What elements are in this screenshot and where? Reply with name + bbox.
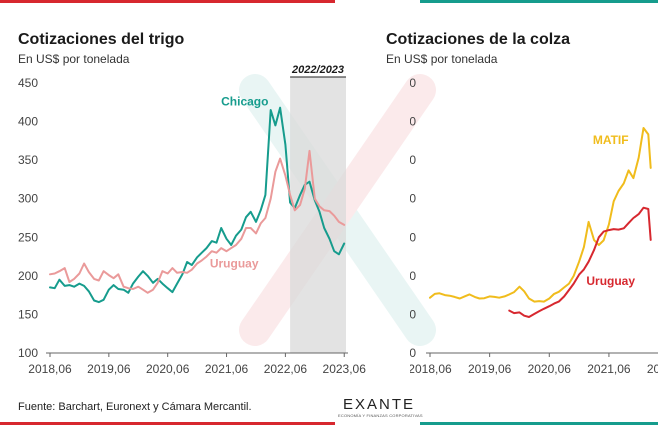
bottom-accent-red	[0, 422, 335, 425]
y-tick-label: 350	[396, 307, 416, 321]
rapeseed-chart-subtitle: En US$ por tonelada	[386, 52, 498, 66]
y-tick-label: 800	[396, 192, 416, 206]
y-tick-label: 200	[396, 346, 416, 360]
y-tick-label: 400	[18, 115, 38, 129]
legend-label-uruguay: Uruguay	[586, 274, 635, 288]
source-note: Fuente: Barchart, Euronext y Cámara Merc…	[18, 401, 252, 413]
bottom-accent-teal	[420, 422, 658, 425]
x-tick-label: 2019,06	[87, 362, 131, 376]
legend-label-chicago: Chicago	[221, 94, 268, 108]
y-tick-label: 650	[396, 230, 416, 244]
y-tick-label: 500	[396, 269, 416, 283]
highlight-period-band	[290, 77, 346, 353]
series-line-uruguay	[508, 206, 652, 318]
wheat-chart: 2022/2023 100 150 200 250 300 350 400 450 2018,06…	[18, 64, 366, 376]
wheat-chart-subtitle: En US$ por tonelada	[18, 52, 130, 66]
rapeseed-chart-title: Cotizaciones de la colza	[386, 31, 571, 48]
x-tick-label: 2021,06	[587, 362, 631, 376]
legend-label-uruguay: Uruguay	[210, 256, 259, 270]
y-tick-label: 200	[18, 269, 38, 283]
rapeseed-chart: 200 350 500 650 800 950 1.100 1.250 2018,06 2019,…	[386, 76, 658, 376]
y-tick-label: 450	[18, 76, 38, 90]
y-tick-label: 250	[18, 230, 38, 244]
series-line-matif	[429, 127, 652, 303]
x-tick-label: 2020,06	[528, 362, 572, 376]
x-tick-label: 2020,06	[146, 362, 190, 376]
top-accent-teal	[420, 0, 658, 3]
exante-logo: EXANTE ECONOMÍA Y FINANZAS CORPORATIVAS	[338, 396, 423, 419]
y-tick-label: 950	[396, 153, 416, 167]
top-accent-red	[0, 0, 335, 3]
logo-tagline: ECONOMÍA Y FINANZAS CORPORATIVAS	[338, 413, 423, 418]
y-tick-label: 100	[18, 346, 38, 360]
series-line-uruguay	[49, 149, 346, 294]
y-tick-label: 150	[18, 307, 38, 321]
x-tick-label: 2021,06	[205, 362, 249, 376]
y-tick-label: 1.250	[386, 76, 416, 90]
x-tick-label: 2022,06	[264, 362, 308, 376]
logo-name: EXANTE	[342, 396, 415, 413]
y-tick-label: 1.100	[386, 115, 416, 129]
highlight-period-label: 2022/2023	[291, 64, 344, 76]
x-tick-label: 2019,06	[468, 362, 512, 376]
x-tick-label: 2018,06	[408, 362, 452, 376]
y-tick-label: 350	[18, 153, 38, 167]
y-tick-label: 300	[18, 192, 38, 206]
x-tick-label: 2018,06	[28, 362, 72, 376]
wheat-chart-title: Cotizaciones del trigo	[18, 31, 185, 48]
x-tick-label: 2022,06	[647, 362, 658, 376]
legend-label-matif: MATIF	[593, 133, 629, 147]
x-tick-label: 2023,06	[323, 362, 367, 376]
